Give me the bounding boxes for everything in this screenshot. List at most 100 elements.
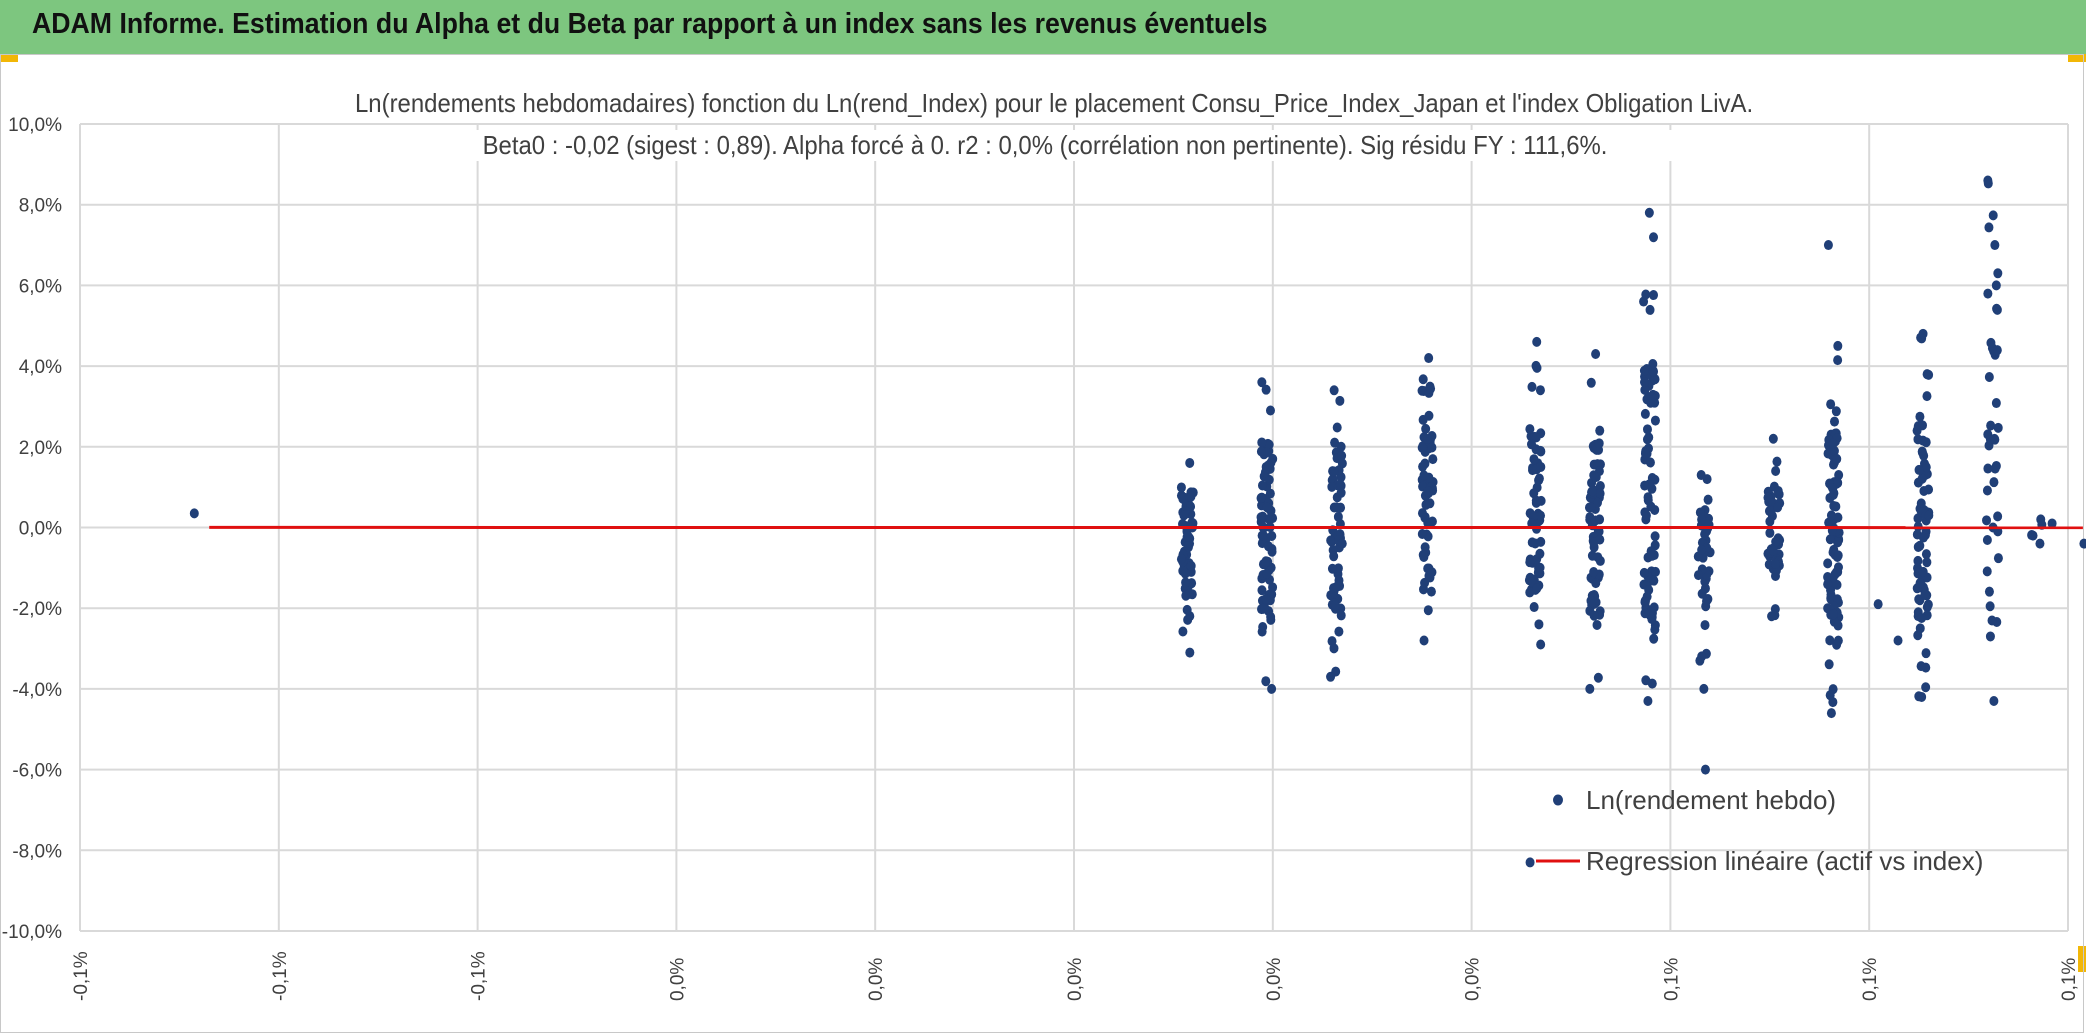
data-point (1586, 377, 1596, 388)
data-point (1329, 643, 1339, 654)
data-point (1640, 480, 1650, 491)
data-point (1771, 558, 1781, 569)
data-point (1639, 296, 1649, 307)
data-point (1990, 463, 2000, 474)
data-point (1264, 439, 1274, 450)
data-point (1919, 450, 1929, 461)
data-point (1649, 232, 1659, 243)
data-point (1419, 584, 1429, 595)
data-point (2079, 538, 2086, 549)
data-point (1765, 516, 1775, 527)
data-point (1329, 466, 1339, 477)
data-point (1640, 597, 1650, 608)
x-tick-label: 0,1% (1661, 958, 1682, 1001)
data-point (1595, 488, 1605, 499)
y-tick-label: -6,0% (12, 761, 62, 782)
data-point (1990, 240, 2000, 251)
data-point (1993, 553, 2003, 564)
data-point (1832, 453, 1842, 464)
data-point (1833, 550, 1843, 561)
data-point (1924, 484, 1934, 495)
data-point (1257, 437, 1267, 448)
data-point (1918, 566, 1928, 577)
data-point (1983, 175, 1993, 186)
data-point (1186, 491, 1196, 502)
data-point (1991, 280, 2001, 291)
data-point (1417, 385, 1427, 396)
data-point (1650, 415, 1660, 426)
data-point (1418, 374, 1428, 385)
data-point (1334, 575, 1344, 586)
data-point (1648, 366, 1658, 377)
data-point (1585, 683, 1595, 694)
data-point (1989, 433, 1999, 444)
data-point (1982, 566, 1992, 577)
x-tick-label: 0,1% (2059, 958, 2080, 1001)
data-point (1178, 626, 1188, 637)
data-point (1181, 590, 1191, 601)
data-point (1587, 550, 1597, 561)
data-point (1828, 438, 1838, 449)
data-point (1921, 648, 1931, 659)
data-point (1264, 474, 1274, 485)
data-point (1641, 448, 1651, 459)
data-point (1592, 497, 1602, 508)
x-tick-label: -0,1% (71, 951, 92, 1001)
data-point (1771, 536, 1781, 547)
data-point (1593, 672, 1603, 683)
data-point (1267, 530, 1277, 541)
data-point (1417, 508, 1427, 519)
data-point (1527, 518, 1537, 529)
data-point (1261, 594, 1271, 605)
x-tick-label: -0,1% (270, 951, 291, 1001)
data-point (1825, 635, 1835, 646)
data-point (1649, 633, 1659, 644)
corner-marker-bottom-right (2078, 946, 2086, 972)
data-point (1182, 604, 1192, 615)
x-tick-label: 0,0% (1065, 958, 1086, 1001)
data-point (1918, 328, 1928, 339)
data-point (1646, 501, 1656, 512)
data-point (1331, 502, 1341, 513)
data-point (1920, 590, 1930, 601)
data-point (1589, 566, 1599, 577)
data-point (1833, 537, 1843, 548)
data-point (1417, 529, 1427, 540)
data-point (1639, 567, 1649, 578)
data-point (1649, 602, 1659, 613)
data-point (1424, 410, 1434, 421)
data-point (1261, 676, 1271, 687)
data-point (1330, 600, 1340, 611)
data-point (1825, 534, 1835, 545)
data-point (1823, 240, 1833, 251)
data-point (1826, 708, 1836, 719)
data-point (1256, 492, 1266, 503)
data-point (1984, 371, 1994, 382)
data-point (1327, 481, 1337, 492)
data-point (1649, 575, 1659, 586)
corner-marker-top-left (0, 54, 18, 62)
data-point (1833, 355, 1843, 366)
data-point (1828, 609, 1838, 620)
data-point (1983, 288, 1993, 299)
data-point (1595, 425, 1605, 436)
data-point (1922, 557, 1932, 568)
data-point (1427, 567, 1437, 578)
data-point (1425, 498, 1435, 509)
data-point (1536, 639, 1546, 650)
data-point (1257, 585, 1267, 596)
data-point (1419, 635, 1429, 646)
data-point (1982, 485, 1992, 496)
data-point (2036, 514, 2046, 525)
data-point (1259, 530, 1269, 541)
data-point (1640, 608, 1650, 619)
y-tick-label: 8,0% (19, 196, 62, 217)
data-point (1985, 601, 1995, 612)
data-point (1912, 425, 1922, 436)
data-point (1426, 586, 1436, 597)
data-point (1699, 683, 1709, 694)
data-point (1767, 611, 1777, 622)
data-point (1423, 605, 1433, 616)
data-point (1179, 510, 1189, 521)
